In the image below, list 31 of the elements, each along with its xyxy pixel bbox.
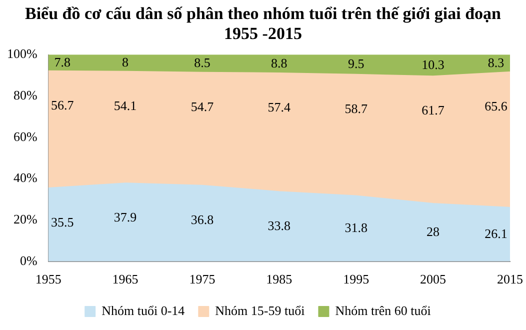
y-tick-label: 80% xyxy=(13,88,38,103)
data-label: 8.5 xyxy=(194,55,210,70)
y-tick-label: 60% xyxy=(13,128,38,144)
x-tick-label: 1955 xyxy=(35,272,62,287)
data-label: 31.8 xyxy=(344,220,368,235)
x-tick-label: 1965 xyxy=(112,272,138,287)
data-label: 10.3 xyxy=(422,56,444,72)
data-label: 28 xyxy=(426,224,440,239)
y-tick-label: 100% xyxy=(6,46,38,62)
data-label: 7.8 xyxy=(54,54,70,70)
data-label: 26.1 xyxy=(484,226,508,241)
y-tick-label: 20% xyxy=(13,212,38,226)
legend-label: Nhóm trên 60 tuổi xyxy=(335,302,432,318)
legend-label: Nhóm tuổi 0-14 xyxy=(102,302,186,318)
data-label: 35.5 xyxy=(50,214,74,230)
data-label: 8 xyxy=(122,54,129,70)
y-tick-label: 40% xyxy=(13,170,38,186)
chart-title: Biểu đồ cơ cấu dân số phân theo nhóm tuổi trên thế giới giai đoạn 1955 -2015 xyxy=(24,4,502,44)
x-tick-label: 1975 xyxy=(189,272,216,287)
x-tick-label: 1995 xyxy=(343,272,370,287)
data-label: 33.8 xyxy=(268,218,291,233)
data-label: 37.9 xyxy=(114,210,137,225)
x-tick-label: 1985 xyxy=(266,272,292,287)
data-label: 8.3 xyxy=(488,54,504,70)
legend-label: Nhóm 15-59 tuổi xyxy=(215,302,306,318)
data-label: 36.8 xyxy=(190,212,214,227)
x-tick-label: 2005 xyxy=(420,272,446,287)
data-label: 8.8 xyxy=(271,55,288,70)
y-tick-label: 0% xyxy=(20,252,38,268)
x-tick-label: 2015 xyxy=(497,272,523,287)
data-label: 9.5 xyxy=(348,56,364,72)
